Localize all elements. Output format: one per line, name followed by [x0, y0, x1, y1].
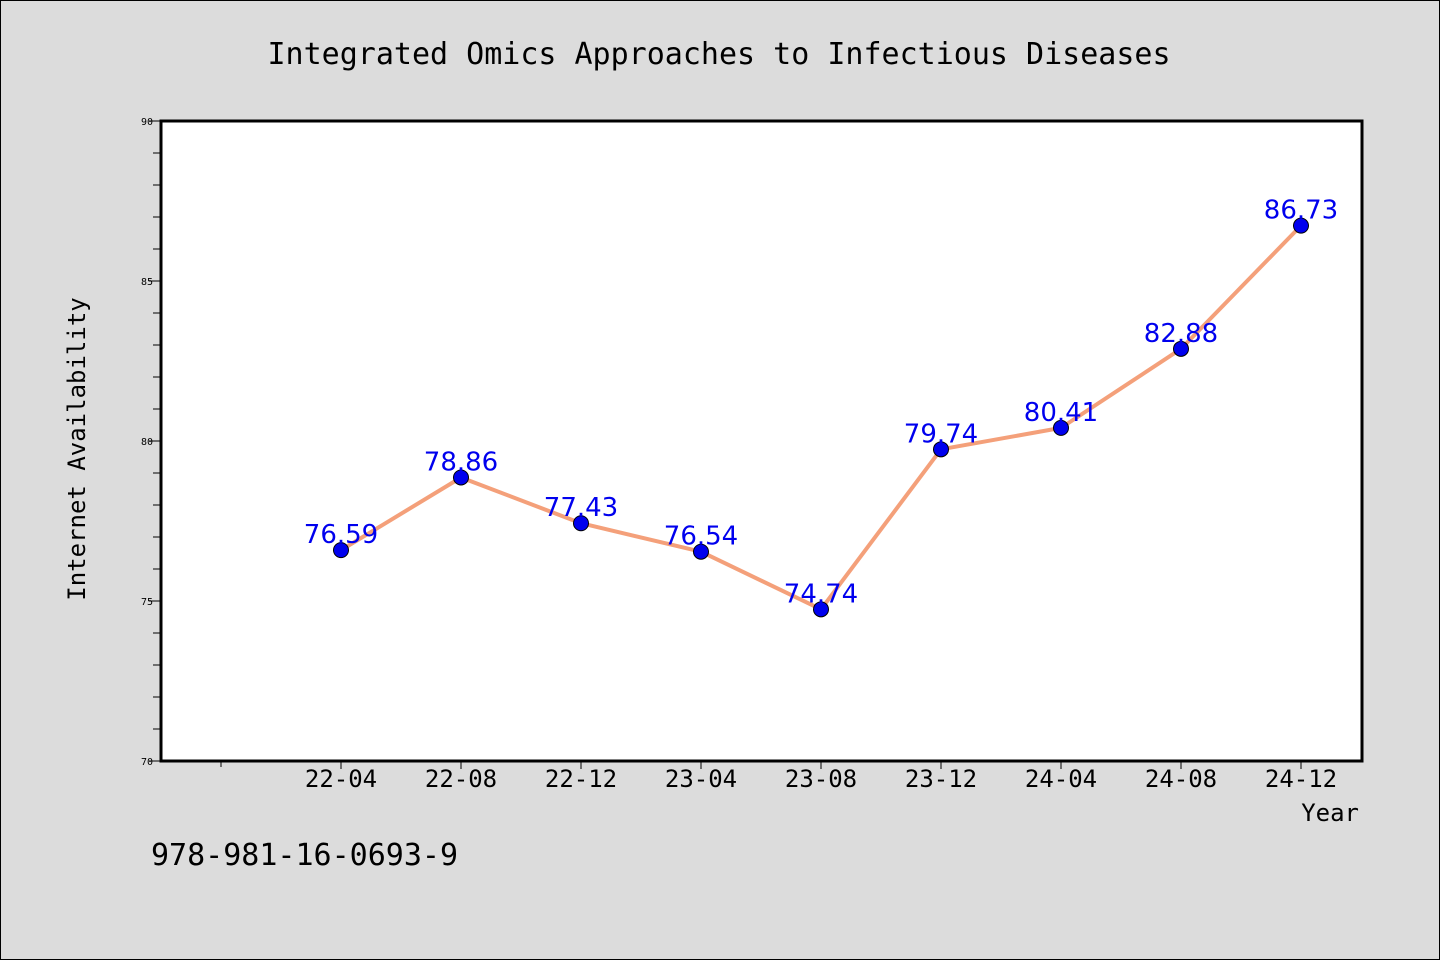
- data-point: [1173, 340, 1189, 357]
- data-label: 76.59: [304, 520, 378, 550]
- data-point: [813, 601, 829, 618]
- y-axis-label: Internet Availability: [63, 297, 91, 600]
- x-tick-label: 22-04: [305, 765, 377, 793]
- data-point: [573, 515, 589, 532]
- y-axis: 70 75 80 85 90: [141, 117, 161, 768]
- data-label: 77.43: [544, 493, 618, 523]
- x-tick-label: 23-08: [785, 765, 857, 793]
- y-tick-label: 80: [141, 437, 153, 448]
- data-label: 78.86: [424, 447, 498, 477]
- x-tick-label: 22-12: [545, 765, 617, 793]
- chart-title: Integrated Omics Approaches to Infectiou…: [267, 37, 1170, 72]
- x-tick-label: 24-12: [1265, 765, 1337, 793]
- data-point: [1293, 217, 1309, 234]
- data-point: [933, 441, 949, 458]
- data-point: [693, 543, 709, 560]
- x-tick-label: 24-04: [1025, 765, 1097, 793]
- data-label: 74.74: [784, 579, 858, 609]
- data-label: 76.54: [664, 522, 738, 552]
- data-label: 86.73: [1264, 196, 1338, 226]
- series-layer: 76.59 78.86 77.43 76.54 74.74 79.74 80.41 82.88…: [304, 196, 1338, 618]
- x-axis: 22-04 22-08 22-12 23-04 23-08 23-12 24-04 24-08…: [220, 761, 1337, 793]
- data-point: [333, 542, 349, 559]
- isbn-label: 978-981-16-0693-9: [151, 838, 458, 873]
- x-axis-label: Year: [1301, 799, 1359, 827]
- x-tick-label: 23-12: [905, 765, 977, 793]
- y-tick-label: 75: [141, 597, 153, 608]
- data-label: 79.74: [904, 419, 978, 449]
- x-tick-label: 24-08: [1145, 765, 1217, 793]
- data-point: [453, 469, 469, 486]
- x-tick-label: 23-04: [665, 765, 737, 793]
- data-label: 80.41: [1024, 398, 1098, 428]
- data-label: 82.88: [1144, 319, 1218, 349]
- x-tick-label: 22-08: [425, 765, 497, 793]
- y-tick-label: 70: [141, 757, 153, 768]
- plot-area: [159, 119, 1364, 763]
- data-point: [1053, 419, 1069, 436]
- y-tick-label: 85: [141, 277, 153, 288]
- y-tick-label: 90: [141, 117, 153, 128]
